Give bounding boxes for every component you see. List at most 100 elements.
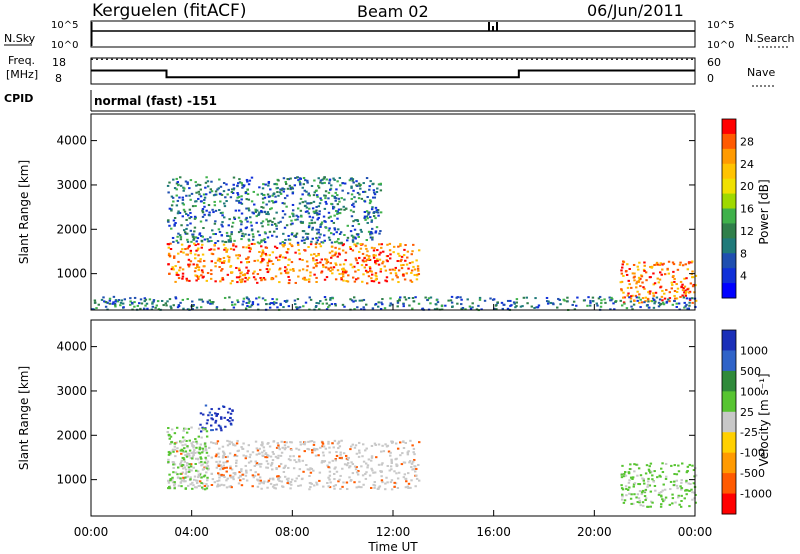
power-echo-3-220	[113, 303, 117, 306]
power-echo-0-177	[309, 274, 312, 277]
power-echo-0-436	[410, 271, 413, 274]
power-echo-0-470	[416, 265, 420, 268]
velocity-echo-0-429	[199, 443, 203, 446]
power-echo-1-667	[369, 180, 372, 183]
velocity-echo-0-177	[318, 471, 322, 474]
power-echo-0-539	[278, 255, 282, 258]
power-echo-3-29	[112, 301, 115, 304]
power-echo-1-594	[373, 211, 376, 214]
power-echo-2-25	[644, 271, 648, 274]
power-echo-1-555	[320, 221, 324, 224]
power-echo-0-487	[268, 254, 272, 257]
power-echo-1-287	[299, 209, 303, 212]
power-echo-1-542	[167, 220, 170, 223]
power-echo-2-108	[633, 279, 636, 282]
power-echo-1-224	[216, 240, 220, 243]
power-echo-0-141	[287, 248, 290, 251]
velocity-echo-0-231	[405, 480, 408, 483]
power-echo-2-72	[649, 276, 652, 279]
power-echo-3-107	[250, 304, 254, 307]
power-echo-0-2	[209, 277, 213, 280]
power-echo-1-466	[188, 187, 191, 190]
velocity-echo-0-536	[223, 453, 226, 456]
velocity-echo-0-266	[396, 447, 400, 450]
velocity-echo-3-144	[661, 471, 665, 474]
power-echo-1-339	[327, 216, 331, 219]
power-echo-3-234	[246, 304, 249, 307]
velocity-echo-0-118	[361, 455, 364, 458]
power-echo-1-374	[299, 220, 303, 223]
power-echo-1-439	[365, 210, 369, 213]
power-echo-1-705	[288, 215, 292, 218]
power-echo-3-415	[526, 302, 529, 305]
velocity-echo-2-97	[201, 451, 204, 454]
velocity-echo-2-101	[194, 438, 197, 441]
power-echo-0-431	[400, 264, 403, 267]
power-echo-1-202	[262, 201, 265, 204]
power-echo-3-261	[610, 298, 614, 301]
power-echo-2-20	[671, 283, 674, 286]
power-echo-1-616	[192, 237, 196, 240]
power-echo-1-636	[329, 187, 333, 190]
power-echo-1-190	[263, 231, 267, 234]
velocity-echo-0-615	[223, 466, 226, 469]
power-echo-3-218	[174, 297, 178, 300]
power-echo-1-253	[220, 193, 224, 196]
velocity-echo-3-80	[665, 475, 668, 478]
power-echo-1-687	[330, 202, 333, 205]
velocity-echo-0-506	[269, 464, 273, 467]
power-echo-1-493	[297, 215, 300, 218]
power-echo-1-682	[231, 221, 235, 224]
power-echo-3-162	[206, 301, 210, 304]
velocity-echo-0-468	[256, 478, 259, 481]
power-echo-3-350	[440, 308, 444, 311]
power-echo-0-7	[284, 271, 288, 274]
velocity-echo-3-19	[691, 498, 694, 501]
velocity-echo-0-13	[189, 476, 192, 479]
velocity-echo-2-99	[181, 440, 185, 443]
power-echo-3-82	[483, 299, 487, 302]
power-echo-1-226	[258, 234, 261, 237]
velocity-echo-0-479	[256, 485, 260, 488]
power-echo-3-338	[500, 301, 504, 304]
power-echo-3-135	[513, 302, 516, 305]
power-echo-0-70	[389, 253, 392, 256]
power-echo-0-3	[374, 272, 378, 275]
velocity-echo-0-61	[346, 458, 350, 461]
velocity-echo-0-166	[221, 467, 225, 470]
xtick-label-4: 16:00	[476, 525, 511, 539]
velocity-echo-0-359	[181, 471, 185, 474]
power-echo-1-708	[332, 221, 336, 224]
velocity-echo-0-558	[410, 462, 414, 465]
velocity-echo-0-560	[267, 479, 271, 482]
power-echo-0-34	[188, 279, 191, 282]
velocity-echo-0-332	[188, 454, 191, 457]
power-echo-0-281	[248, 250, 252, 253]
power-echo-2-32	[683, 291, 686, 294]
power-echo-1-617	[308, 207, 311, 210]
power-echo-2-31	[694, 274, 698, 277]
power-echo-3-103	[341, 303, 345, 306]
velocity-echo-3-174	[676, 487, 679, 490]
power-echo-2-115	[654, 263, 658, 266]
power-echo-3-313	[133, 305, 136, 308]
velocity-echo-3-109	[645, 497, 648, 500]
power-echo-1-515	[353, 228, 357, 231]
power-echo-1-716	[246, 192, 250, 195]
power-echo-1-312	[310, 202, 313, 205]
power-echo-1-551	[351, 224, 355, 227]
power-echo-0-268	[241, 278, 244, 281]
power-echo-3-416	[480, 308, 483, 311]
power-echo-3-444	[414, 296, 417, 299]
frequency-line	[91, 69, 695, 79]
velocity-echo-0-283	[339, 474, 342, 477]
velocity-echo-0-53	[356, 473, 360, 476]
power-echo-1-14	[311, 228, 314, 231]
power-echo-0-211	[312, 266, 315, 269]
power-echo-3-160	[152, 299, 156, 302]
power-echo-1-760	[351, 239, 355, 242]
power-echo-1-474	[275, 235, 278, 238]
power-echo-0-357	[222, 256, 226, 259]
velocity-echo-1-20	[228, 407, 231, 410]
power-echo-2-50	[685, 290, 688, 293]
